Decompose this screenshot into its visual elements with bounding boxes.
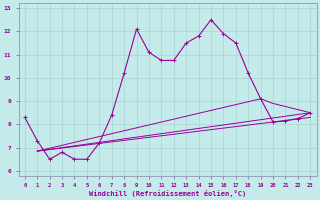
- X-axis label: Windchill (Refroidissement éolien,°C): Windchill (Refroidissement éolien,°C): [89, 190, 246, 197]
